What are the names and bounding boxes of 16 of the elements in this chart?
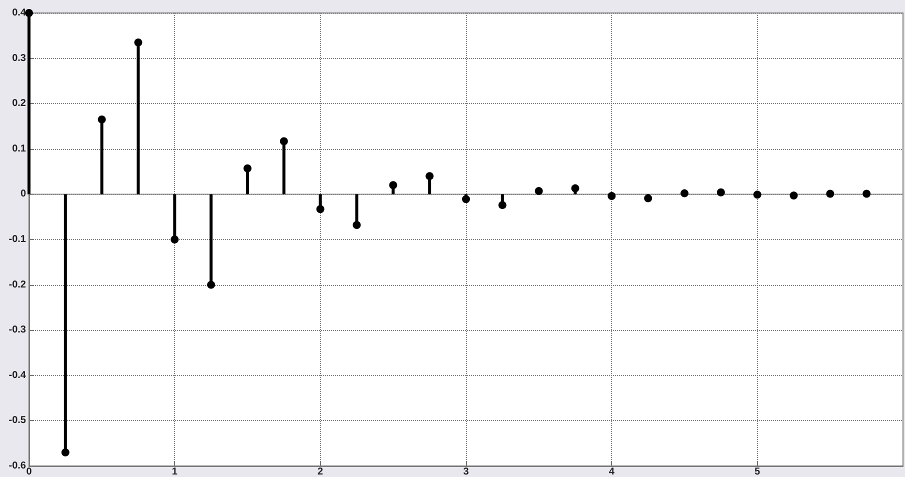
y-tick-label: -0.2 xyxy=(8,279,26,290)
x-tick-label: 4 xyxy=(608,466,615,477)
y-tick-label: -0.1 xyxy=(8,234,26,245)
y-tick-label: -0.5 xyxy=(8,415,26,426)
x-tick-label: 5 xyxy=(754,466,761,477)
x-tick-label: 3 xyxy=(463,466,470,477)
y-tick-label: 0.4 xyxy=(12,8,26,18)
y-tick-label: 0.3 xyxy=(12,52,26,64)
y-tick-label: -0.6 xyxy=(8,460,26,472)
x-tick-label: 1 xyxy=(172,466,178,477)
x-tick-label: 2 xyxy=(318,466,324,477)
y-tick-label: -0.4 xyxy=(8,370,26,381)
y-tick-label: 0.1 xyxy=(12,143,26,154)
y-tick-label: 0.2 xyxy=(12,98,26,110)
y-tick-label: -0.3 xyxy=(8,324,26,336)
y-tick-label: 0 xyxy=(20,188,26,200)
